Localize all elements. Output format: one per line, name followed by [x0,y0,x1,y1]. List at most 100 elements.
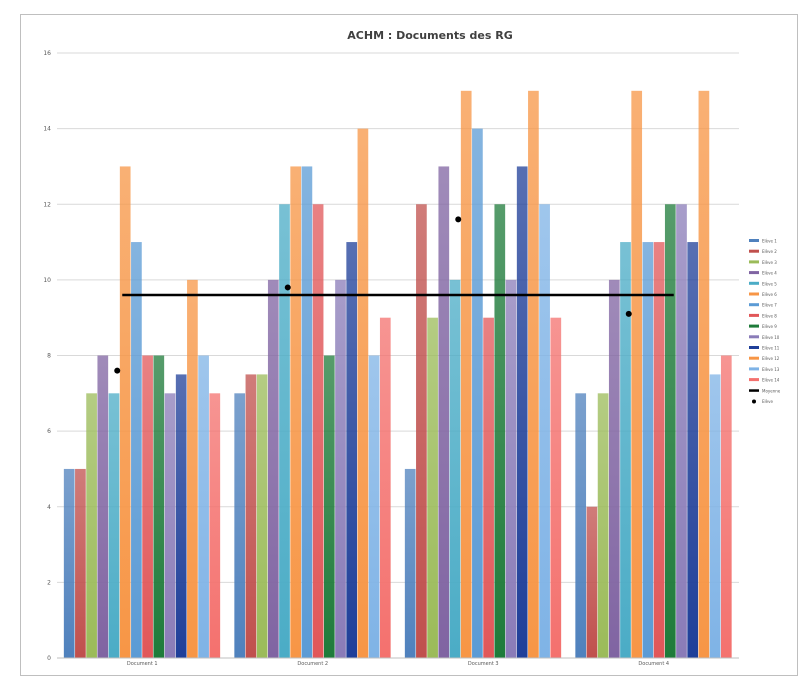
bar [505,279,517,658]
bar [438,166,450,658]
bar [234,393,246,658]
bar [346,242,358,658]
legend-label: Elève 1 [762,239,777,244]
y-tick-label: 6 [47,428,51,435]
legend-swatch [749,389,759,392]
legend-label: Elève 7 [762,303,777,308]
bar [676,204,687,658]
bar [379,317,391,658]
bar [198,355,209,658]
mean-line-and-points [114,216,674,374]
bar [472,128,483,658]
legend-label: Elève [762,399,773,404]
bar [119,166,131,658]
legend-label: Elève 11 [762,346,780,351]
bar [404,468,416,658]
bar [312,204,324,658]
y-axis: 0 2 4 6 8 10 12 14 16 [43,50,51,662]
bar [357,128,369,658]
x-tick-label: Document 4 [638,661,669,667]
bar [97,355,109,658]
bar [460,90,472,658]
bar [427,317,438,658]
legend-label: Elève 10 [762,335,780,340]
legend-swatch [749,367,759,371]
y-tick-label: 4 [47,504,51,511]
bar [153,355,165,658]
bar [608,279,620,658]
legend-label: Elève 5 [762,281,777,286]
student-point [284,284,291,291]
bar [164,393,176,658]
bar [720,355,732,658]
bar [539,204,550,658]
bar [279,204,290,658]
legend-swatch [749,378,759,382]
bar [709,374,721,658]
bar [586,506,598,658]
bar [620,242,631,658]
student-point [114,367,121,374]
legend-swatch [749,356,759,360]
x-tick-label: Document 1 [127,661,158,667]
chart-area: ACHM : Documents des RG 0 2 4 6 8 10 12 14 16 Do… [20,14,798,676]
legend-swatch [749,249,759,253]
bar [131,242,142,658]
student-point [455,216,462,223]
bar [653,242,665,658]
bar [528,90,539,658]
legend-label: Elève 9 [762,324,777,329]
legend-label: Elève 14 [762,378,780,383]
bar [209,393,221,658]
y-tick-label: 14 [43,126,51,133]
legend-swatch [749,260,759,264]
x-axis: Document 1 Document 2 Document 3 Document 4 [57,657,739,667]
bar [664,204,676,658]
y-tick-label: 0 [47,655,51,662]
legend-label: Elève 2 [762,249,777,254]
bar [631,90,643,658]
bar [108,393,120,658]
bar [368,355,380,658]
legend-swatch [749,239,759,242]
legend: Elève 1 Elève 2 Elève 3 Elève 4 Elève 5 Elève… [749,239,781,404]
chart-title: ACHM : Documents des RG [347,29,512,42]
legend-label: Elève 6 [762,292,777,297]
x-tick-label: Document 2 [297,661,328,667]
legend-swatch [749,335,759,339]
legend-swatch [749,346,759,349]
legend-swatch [749,281,759,285]
legend-swatch [749,313,759,317]
bar [494,204,506,658]
y-tick-label: 10 [43,277,51,284]
legend-label: Elève 12 [762,356,780,361]
bar [575,393,587,658]
bar [142,355,153,658]
bar [256,374,268,658]
bar [267,279,279,658]
bar [449,279,461,658]
y-tick-label: 8 [47,353,51,360]
y-tick-label: 16 [43,50,51,57]
bar [75,468,86,658]
bar [642,242,654,658]
bar [698,90,710,658]
legend-label: Elève 4 [762,271,777,276]
bar [63,468,75,658]
legend-label: Elève 3 [762,260,777,265]
bar [483,317,494,658]
bar [550,317,562,658]
legend-label: Moyenne [762,388,781,393]
bar [687,242,699,658]
legend-marker [752,399,756,404]
legend-label: Elève 13 [762,367,780,372]
bar [301,166,313,658]
bar [187,279,198,658]
bar [245,374,257,658]
legend-swatch [749,292,759,296]
bar [323,355,335,658]
bar-chart: ACHM : Documents des RG 0 2 4 6 8 10 12 14 16 Do… [43,29,781,667]
y-tick-label: 2 [47,579,51,586]
legend-label: Elève 8 [762,313,777,318]
bar [175,374,187,658]
